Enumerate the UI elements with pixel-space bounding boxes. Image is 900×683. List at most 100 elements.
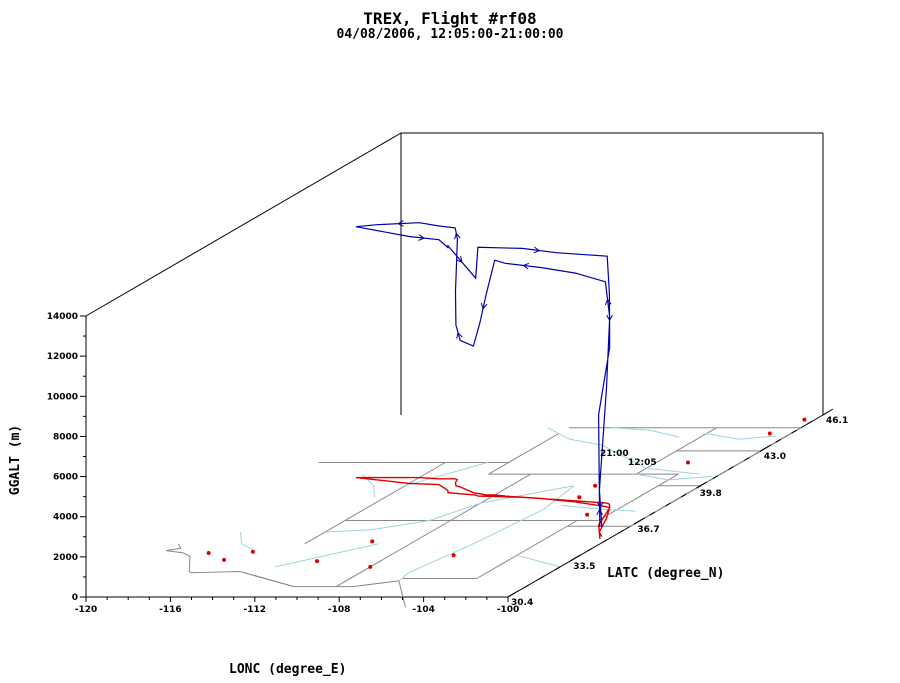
- flight-track: [355, 220, 613, 540]
- direction-arrow: [397, 220, 404, 227]
- y-minor-tick: [791, 429, 797, 434]
- x-tick-label: -104: [412, 605, 435, 615]
- y-minor-tick: [680, 493, 687, 498]
- river-line: [547, 427, 700, 475]
- z-tick-label: 10000: [47, 392, 78, 402]
- direction-arrow: [522, 262, 530, 270]
- x-tick-label: -112: [244, 605, 267, 615]
- x-tick-label: -120: [75, 605, 98, 615]
- river-line: [324, 485, 575, 533]
- y-minor-tick: [728, 466, 734, 471]
- y-minor-tick: [602, 538, 608, 543]
- y-tick-label: 46.1: [826, 416, 848, 426]
- y-minor-tick: [633, 520, 640, 525]
- direction-arrow: [596, 508, 603, 516]
- z-tick-label: 4000: [53, 513, 78, 523]
- direction-arrow: [606, 314, 613, 322]
- terrain-patch: [368, 564, 373, 569]
- state-border: [476, 520, 578, 579]
- y-minor-tick: [539, 575, 545, 580]
- y-tick-label: 33.5: [573, 562, 595, 572]
- river-line: [275, 543, 379, 568]
- y-tick-label: 30.4: [511, 598, 533, 608]
- river-line: [610, 427, 680, 438]
- x-axis-ticks: -120 -116 -112 -108 -104 -100: [75, 597, 520, 615]
- state-border: [304, 462, 446, 545]
- country-border: [191, 570, 406, 608]
- y-minor-tick: [649, 511, 656, 516]
- coastline: [166, 550, 192, 574]
- direction-arrow: [454, 232, 461, 240]
- state-border: [335, 520, 451, 588]
- coastline: [166, 543, 182, 552]
- y-minor-tick: [665, 502, 671, 507]
- state-border: [488, 433, 560, 475]
- direction-arrow: [418, 234, 426, 241]
- y-minor-tick: [523, 584, 530, 589]
- y-tick-label: 36.7: [637, 525, 659, 535]
- chart-subtitle: 04/08/2006, 12:05:00-21:00:00: [336, 27, 564, 42]
- y-tick-label: 39.8: [700, 489, 722, 499]
- box-frame: [85, 132, 824, 598]
- x-tick-label: -116: [159, 605, 182, 615]
- terrain-patch: [685, 460, 690, 465]
- direction-arrow: [596, 501, 604, 509]
- z-axis-ticks: 0 2000 4000 6000 8000 10000 12000 14000: [47, 312, 86, 603]
- direction-arrow: [533, 246, 541, 254]
- terrain-patch: [802, 417, 807, 422]
- y-minor-tick: [570, 557, 577, 562]
- end-time-label: 21:00: [600, 449, 629, 459]
- y-minor-tick: [507, 593, 514, 598]
- state-border: [450, 473, 532, 521]
- z-tick-label: 14000: [47, 312, 78, 322]
- terrain-patch: [250, 549, 255, 554]
- direction-arrow: [456, 331, 463, 339]
- x-tick-label: -100: [497, 605, 520, 615]
- terrain-patch: [767, 431, 772, 436]
- y-minor-tick: [775, 438, 782, 443]
- river-line: [516, 554, 561, 568]
- flight-track-line: [355, 222, 611, 528]
- river-line: [240, 532, 253, 550]
- river-line: [636, 473, 713, 481]
- state-border: [597, 473, 679, 521]
- direction-arrow: [604, 298, 612, 306]
- start-time-label: 12:05: [628, 458, 657, 468]
- y-minor-tick: [586, 548, 593, 552]
- river-line: [560, 504, 636, 512]
- y-minor-tick: [554, 566, 561, 571]
- chart-title: TREX, Flight #rf08: [363, 9, 537, 28]
- x-tick-label: -108: [328, 605, 351, 615]
- river-line: [405, 462, 488, 487]
- y-tick-label: 43.0: [764, 452, 786, 462]
- terrain-patch: [585, 512, 590, 517]
- z-tick-label: 0: [72, 593, 78, 603]
- terrain-patch: [206, 550, 211, 555]
- y-axis-label: LATC (degree_N): [607, 566, 724, 581]
- y-minor-tick: [822, 411, 829, 416]
- z-tick-label: 2000: [53, 553, 78, 563]
- left-top-diagonal: [85, 132, 402, 317]
- terrain-patch: [314, 559, 319, 564]
- direction-arrow: [480, 302, 488, 310]
- y-minor-tick: [743, 457, 750, 461]
- terrain-patch: [451, 553, 456, 558]
- terrain-patch: [577, 495, 582, 500]
- terrain-patch: [222, 557, 227, 562]
- ground-map: [166, 417, 807, 608]
- y-minor-tick: [806, 420, 813, 425]
- y-minor-tick: [712, 475, 719, 480]
- x-axis-label: LONC (degree_E): [229, 662, 346, 677]
- terrain-patch: [370, 539, 375, 544]
- z-tick-label: 6000: [53, 473, 78, 483]
- river-line: [398, 485, 575, 582]
- y-minor-tick: [696, 484, 703, 489]
- river-line: [706, 433, 777, 440]
- z-tick-label: 8000: [53, 432, 78, 442]
- y-axis-ticks: 30.4 33.5 36.7 39.8 43.0 46.1: [507, 408, 848, 608]
- terrain-patch: [593, 483, 598, 488]
- direction-arrow: [456, 255, 463, 263]
- ground-track: [355, 476, 611, 540]
- z-tick-label: 12000: [47, 352, 78, 362]
